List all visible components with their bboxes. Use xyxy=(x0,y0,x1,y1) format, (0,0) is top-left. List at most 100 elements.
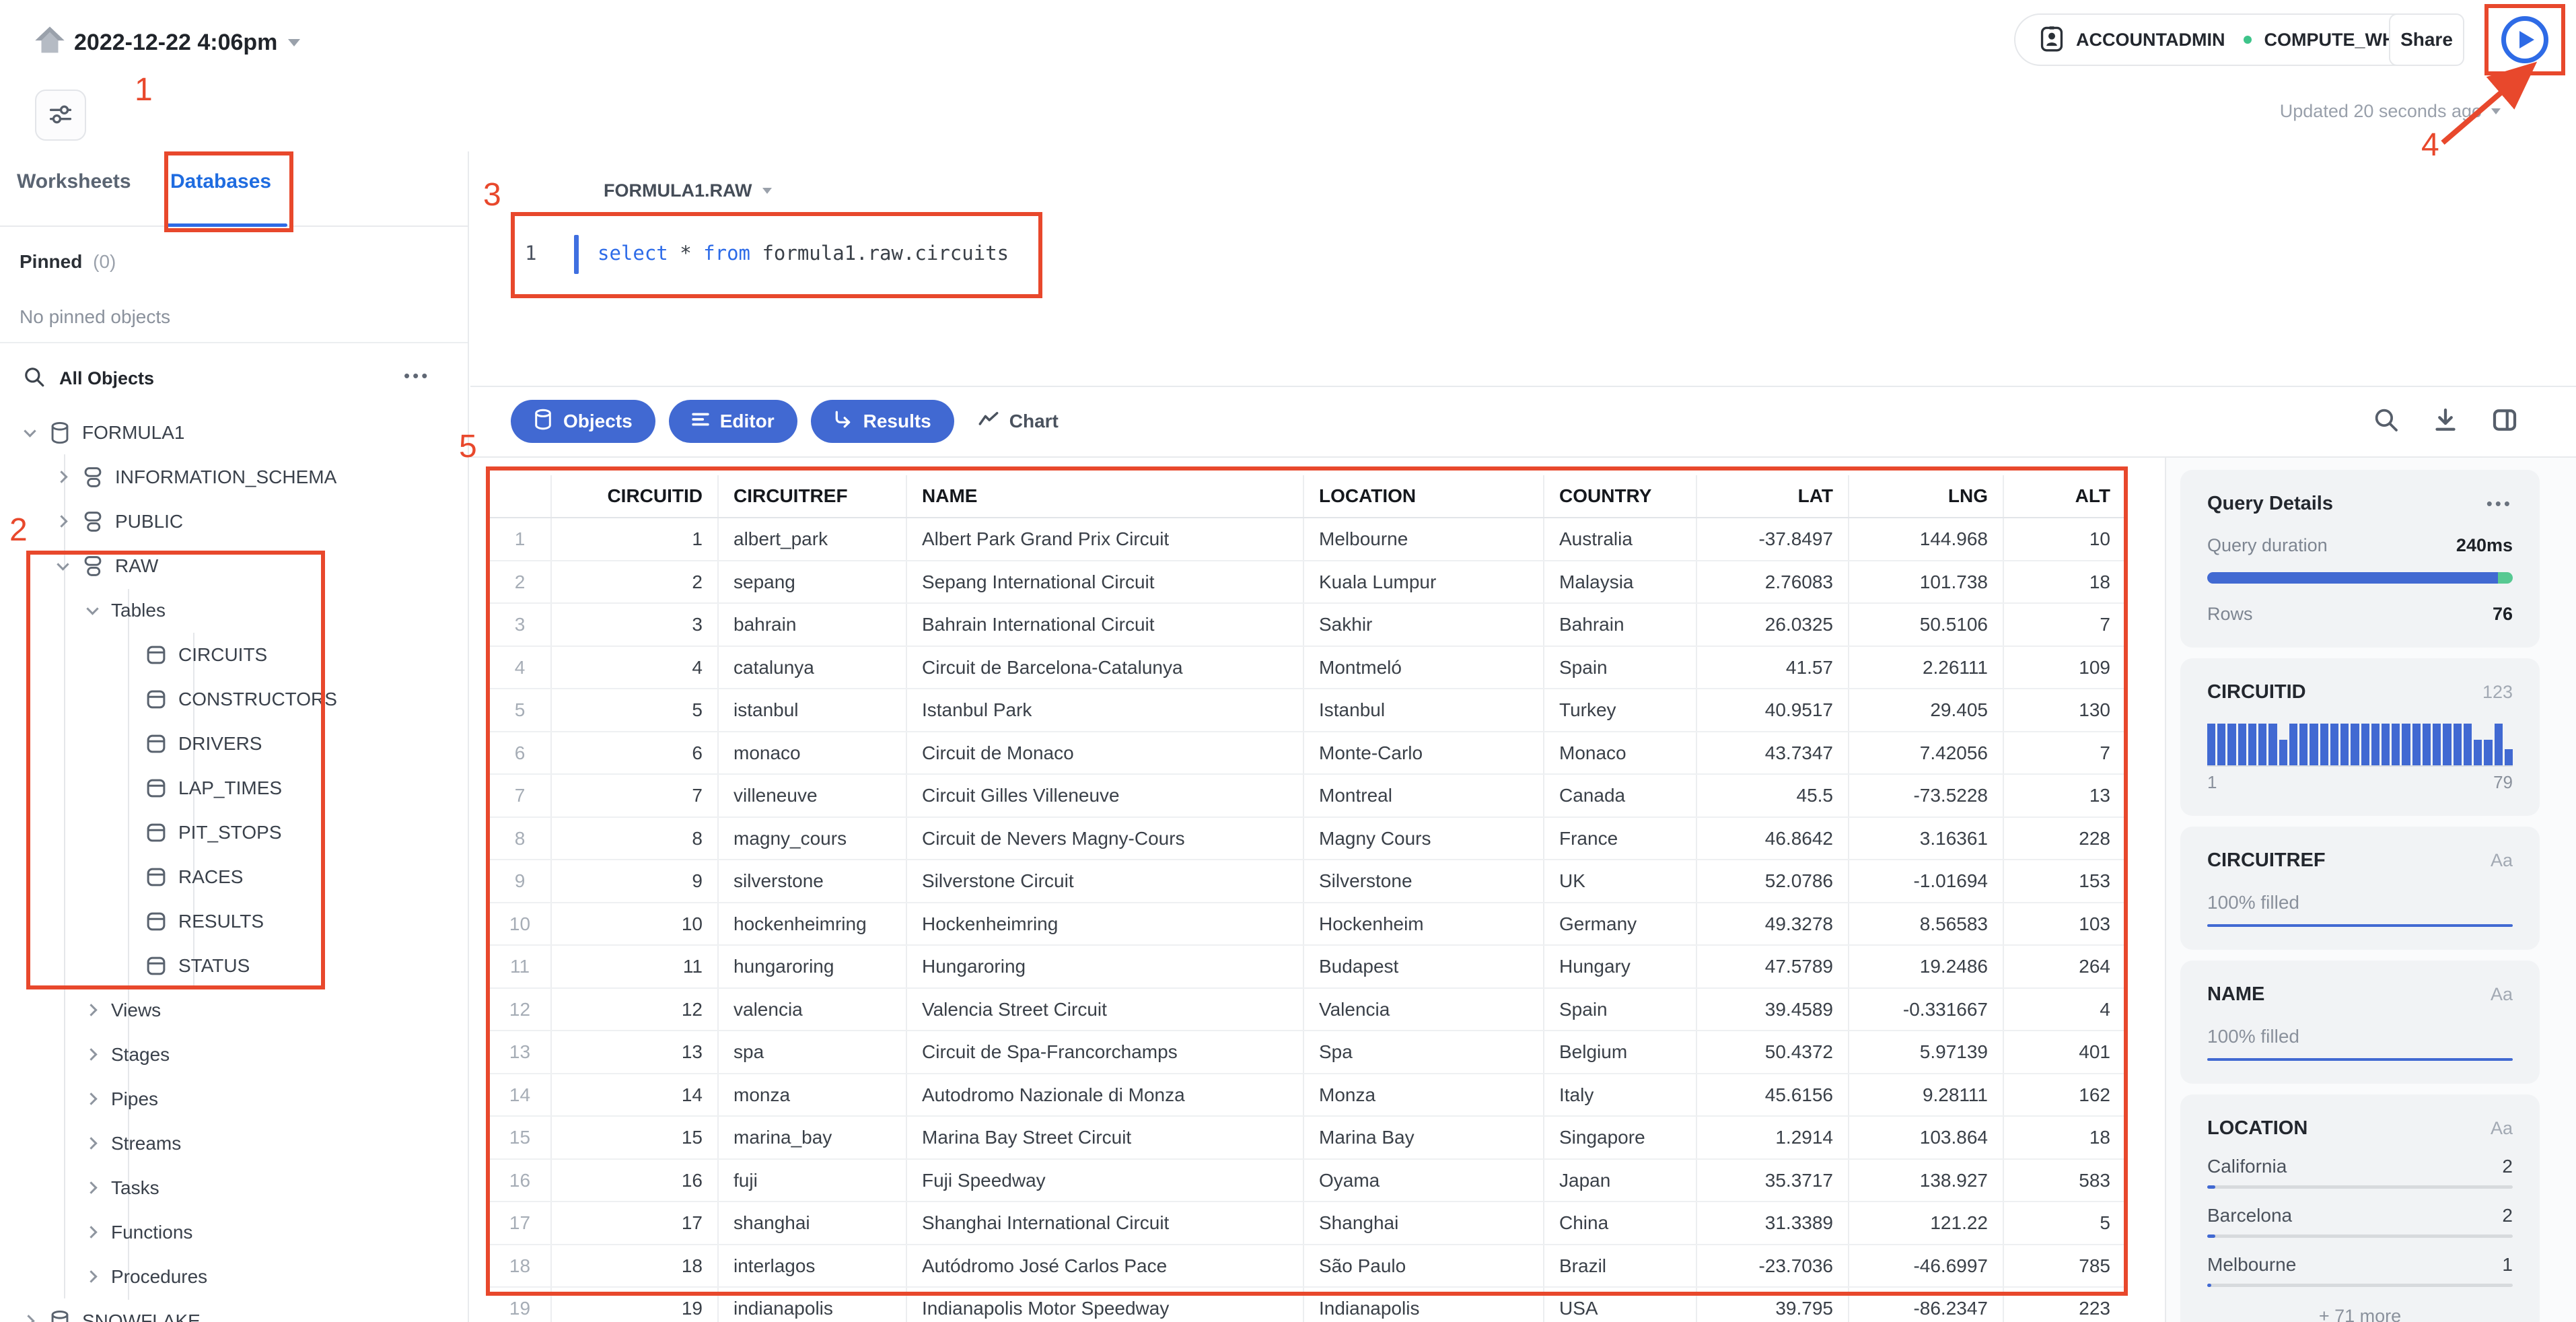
value-distribution-row: Melbourne 1 xyxy=(2207,1254,2513,1287)
tree-item[interactable]: RAW xyxy=(0,544,466,588)
tree-item[interactable]: SNOWFLAKE xyxy=(0,1299,466,1322)
tree-item[interactable]: Procedures xyxy=(0,1255,466,1299)
tree-item[interactable]: INFORMATION_SCHEMA xyxy=(0,455,466,499)
tree-item[interactable]: Tasks xyxy=(0,1166,466,1210)
column-header[interactable]: CIRCUITID xyxy=(552,475,719,517)
tree-item[interactable]: PIT_STOPS xyxy=(0,810,466,855)
table-row[interactable]: 9 9 silverstone Silverstone Circuit Silv… xyxy=(489,860,2126,903)
tree-item[interactable]: STATUS xyxy=(0,944,466,988)
table-row[interactable]: 2 2 sepang Sepang International Circuit … xyxy=(489,561,2126,604)
table-row[interactable]: 4 4 catalunya Circuit de Barcelona-Catal… xyxy=(489,646,2126,689)
tree-item[interactable]: Streams xyxy=(0,1121,466,1166)
tree-item[interactable]: FORMULA1 xyxy=(0,411,466,455)
more-values-link[interactable]: + 71 more xyxy=(2318,1306,2402,1322)
column-header[interactable]: CIRCUITREF xyxy=(719,475,907,517)
duration-label: Query duration xyxy=(2207,535,2328,555)
cell-circuitid: 7 xyxy=(552,775,719,816)
filters-button[interactable] xyxy=(35,90,86,141)
cell-circuitref: monaco xyxy=(719,732,907,773)
table-row[interactable]: 1 1 albert_park Albert Park Grand Prix C… xyxy=(489,518,2126,561)
duration-bar-segment xyxy=(2498,572,2513,584)
card-menu-button[interactable]: ••• xyxy=(2486,493,2513,514)
tree-item[interactable]: PUBLIC xyxy=(0,499,466,544)
column-header[interactable]: COUNTRY xyxy=(1544,475,1697,517)
column-header[interactable]: LNG xyxy=(1849,475,2004,517)
histogram-bar xyxy=(2474,739,2482,765)
tree-item[interactable]: Views xyxy=(0,988,466,1033)
tree-item-label: CONSTRUCTORS xyxy=(178,689,337,709)
cell-name: Bahrain International Circuit xyxy=(907,604,1304,646)
tree-item[interactable]: LAP_TIMES xyxy=(0,766,466,810)
table-row[interactable]: 12 12 valencia Valencia Street Circuit V… xyxy=(489,988,2126,1031)
table-row[interactable]: 17 17 shanghai Shanghai International Ci… xyxy=(489,1202,2126,1245)
table-row[interactable]: 11 11 hungaroring Hungaroring Budapest H… xyxy=(489,946,2126,989)
warehouse-name: COMPUTE_WH xyxy=(2264,29,2396,50)
distribution-fill xyxy=(2207,1284,2211,1287)
tab-editor[interactable]: Editor xyxy=(668,400,797,443)
column-stat-card-circuitid[interactable]: CIRCUITID 123 1 79 xyxy=(2180,658,2540,816)
home-button[interactable] xyxy=(32,23,67,58)
cell-location: Indianapolis xyxy=(1304,1288,1544,1322)
tree-item[interactable]: CONSTRUCTORS xyxy=(0,677,466,722)
download-results-button[interactable] xyxy=(2432,406,2459,436)
table-row[interactable]: 19 19 indianapolis Indianapolis Motor Sp… xyxy=(489,1288,2126,1322)
row-number-cell: 5 xyxy=(489,689,552,731)
tree-item[interactable]: DRIVERS xyxy=(0,722,466,766)
table-row[interactable]: 10 10 hockenheimring Hockenheimring Hock… xyxy=(489,903,2126,946)
object-search-input[interactable]: All Objects xyxy=(23,366,154,392)
tree-item-label: Views xyxy=(111,1000,162,1020)
tree-item[interactable]: Tables xyxy=(0,588,466,633)
table-row[interactable]: 6 6 monaco Circuit de Monaco Monte-Carlo… xyxy=(489,732,2126,775)
histogram-bar xyxy=(2207,724,2216,765)
table-row[interactable]: 3 3 bahrain Bahrain International Circui… xyxy=(489,604,2126,647)
column-stat-card-name[interactable]: NAME Aa 100% filled xyxy=(2180,961,2540,1084)
table-row[interactable]: 18 18 interlagos Autódromo José Carlos P… xyxy=(489,1245,2126,1288)
table-row[interactable]: 7 7 villeneuve Circuit Gilles Villeneuve… xyxy=(489,775,2126,818)
tree-item-label: DRIVERS xyxy=(178,733,262,754)
cell-location: Kuala Lumpur xyxy=(1304,561,1544,602)
column-header[interactable]: ALT xyxy=(2075,485,2110,506)
role-name: ACCOUNTADMIN xyxy=(2076,29,2225,50)
tree-item[interactable]: RESULTS xyxy=(0,899,466,944)
cell-lng: -1.01694 xyxy=(1849,860,2004,902)
cell-alt: 264 xyxy=(2079,956,2110,977)
table-row[interactable]: 15 15 marina_bay Marina Bay Street Circu… xyxy=(489,1117,2126,1160)
run-query-button[interactable] xyxy=(2501,16,2548,63)
tree-item[interactable]: RACES xyxy=(0,855,466,899)
tab-worksheets[interactable]: Worksheets xyxy=(17,170,131,193)
tree-item[interactable]: Pipes xyxy=(0,1077,466,1121)
table-row[interactable]: 16 16 fuji Fuji Speedway Oyama Japan 35.… xyxy=(489,1159,2126,1202)
split-columns-button[interactable] xyxy=(2491,406,2518,436)
table-row[interactable]: 13 13 spa Circuit de Spa-Francorchamps S… xyxy=(489,1031,2126,1074)
column-stat-card-circuitref[interactable]: CIRCUITREF Aa 100% filled xyxy=(2180,827,2540,950)
cell-alt: 153 xyxy=(2079,870,2110,891)
tree-item[interactable]: Stages xyxy=(0,1033,466,1077)
tab-chart[interactable]: Chart xyxy=(968,400,1069,443)
tree-object-icon xyxy=(48,1309,71,1322)
objects-menu-button[interactable]: ••• xyxy=(404,366,431,386)
column-stat-card-location[interactable]: LOCATION Aa California 2 xyxy=(2180,1094,2540,1322)
tree-item[interactable]: CIRCUITS xyxy=(0,633,466,677)
search-results-button[interactable] xyxy=(2373,406,2400,436)
tree-guide-line xyxy=(128,589,129,1300)
updated-status[interactable]: Updated 20 seconds ago xyxy=(2280,101,2501,122)
results-section: CIRCUITID CIRCUITREF NAME LOCATION xyxy=(470,458,2576,1322)
share-button[interactable]: Share xyxy=(2389,13,2464,66)
tab-results[interactable]: Results xyxy=(810,400,954,443)
column-header[interactable]: NAME xyxy=(907,475,1304,517)
cell-lat: 47.5789 xyxy=(1697,946,1849,987)
column-header[interactable]: LAT xyxy=(1697,475,1849,517)
results-arrow-icon xyxy=(834,410,853,433)
worksheet-context-tab[interactable]: FORMULA1.RAW xyxy=(604,180,773,201)
sql-code-line[interactable]: select * from formula1.raw.circuits xyxy=(598,242,1009,265)
tree-item[interactable]: Functions xyxy=(0,1210,466,1255)
tab-objects[interactable]: Objects xyxy=(511,400,655,443)
context-selector[interactable]: ACCOUNTADMIN COMPUTE_WH xyxy=(2014,13,2421,66)
tab-databases[interactable]: Databases xyxy=(170,170,272,193)
table-row[interactable]: 5 5 istanbul Istanbul Park Istanbul Turk… xyxy=(489,689,2126,732)
worksheet-title[interactable]: 2022-12-22 4:06pm xyxy=(74,30,301,56)
table-row[interactable]: 8 8 magny_cours Circuit de Nevers Magny-… xyxy=(489,817,2126,860)
filled-bar xyxy=(2207,924,2513,927)
column-header[interactable]: LOCATION xyxy=(1304,475,1544,517)
table-row[interactable]: 14 14 monza Autodromo Nazionale di Monza… xyxy=(489,1074,2126,1117)
